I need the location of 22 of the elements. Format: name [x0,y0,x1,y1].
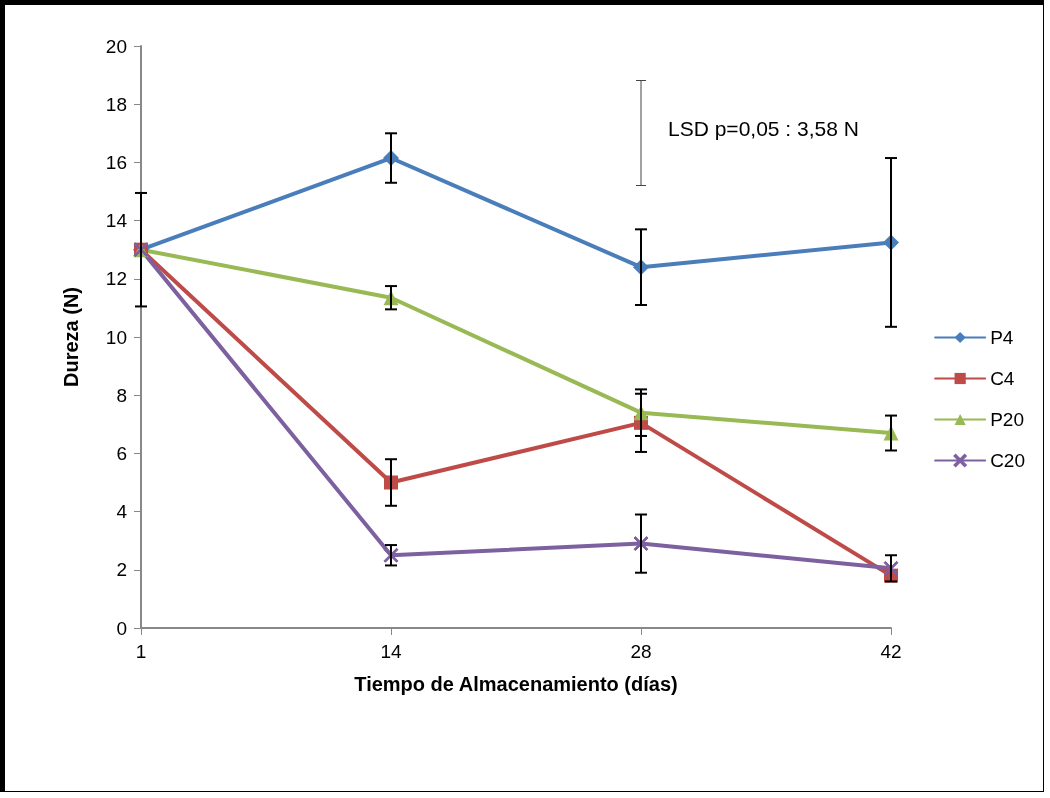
legend-label: C4 [990,368,1015,389]
y-tick-label: 14 [105,210,128,232]
annotation: LSD p=0,05 : 3,58 N [668,117,859,140]
y-tick-label: 4 [116,501,128,523]
y-tick-label: 8 [116,384,127,406]
y-tick-label: 16 [105,151,127,173]
x-tick-label: 28 [630,641,652,662]
legend-label: P4 [990,327,1014,348]
legend-label: P20 [990,409,1024,430]
y-tick-label: 0 [116,617,127,639]
y-tick-label: 10 [105,326,127,348]
y-tick-label: 2 [116,559,127,581]
y-tick-label: 6 [116,442,127,464]
x-tick-label: 14 [380,641,402,662]
y-tick-label: 20 [105,35,127,57]
y-axis-title: Dureza (N) [60,286,82,388]
x-tick-label: 1 [135,641,147,662]
y-tick-label: 12 [105,268,127,290]
x-axis-title: Tiempo de Almacenamiento (días) [354,673,678,695]
legend-label: C20 [990,450,1025,471]
y-tick-label: 18 [105,93,127,115]
x-tick-label: 42 [880,641,902,662]
